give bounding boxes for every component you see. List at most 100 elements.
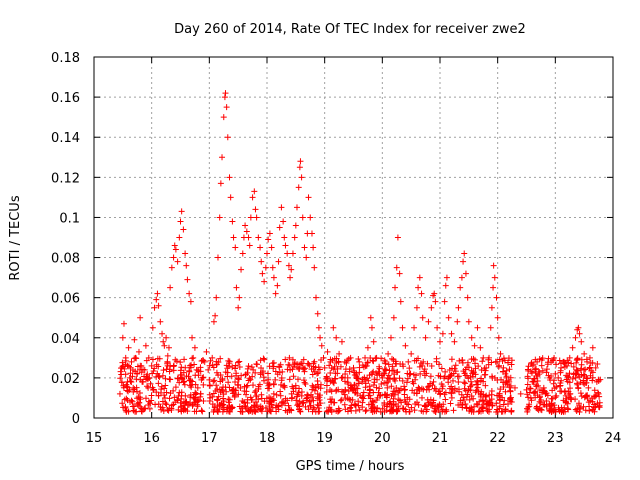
- data-point: [160, 367, 167, 374]
- data-point: [363, 362, 370, 369]
- data-point: [292, 222, 299, 229]
- data-point: [294, 391, 301, 398]
- data-point: [578, 356, 585, 363]
- x-tick-label: 23: [547, 431, 564, 446]
- data-point: [234, 382, 241, 389]
- data-point: [475, 363, 482, 370]
- data-point: [582, 407, 589, 414]
- data-point: [118, 364, 125, 371]
- data-point: [129, 366, 136, 373]
- data-point: [352, 407, 359, 414]
- data-point: [435, 388, 442, 395]
- data-point: [296, 385, 303, 392]
- data-point: [130, 407, 137, 414]
- data-point: [257, 244, 264, 251]
- data-point: [206, 382, 213, 389]
- data-point: [337, 363, 344, 370]
- data-point: [217, 180, 224, 187]
- data-point: [200, 397, 207, 404]
- data-point: [461, 385, 468, 392]
- data-point: [168, 402, 175, 409]
- data-point: [233, 284, 240, 291]
- plot-frame: [93, 56, 614, 419]
- data-point: [439, 408, 446, 415]
- data-point: [381, 366, 388, 373]
- data-point: [394, 234, 401, 241]
- data-point: [411, 407, 418, 414]
- data-point: [448, 389, 455, 396]
- data-point: [596, 404, 603, 411]
- data-point: [182, 399, 189, 406]
- data-point: [252, 369, 259, 376]
- data-point: [310, 360, 317, 367]
- data-point: [573, 370, 580, 377]
- data-point: [385, 361, 392, 368]
- data-point: [578, 338, 585, 345]
- data-point: [584, 375, 591, 382]
- data-point: [373, 354, 380, 361]
- data-point: [239, 408, 246, 415]
- data-point: [347, 354, 354, 361]
- data-point: [404, 375, 411, 382]
- data-point: [494, 408, 501, 415]
- axes: 15 16 17 18 19 20 21 22 23 24 0 0.02 0.04 0.06 0.08 0.1…: [51, 51, 621, 446]
- data-point: [487, 324, 494, 331]
- data-point: [155, 392, 162, 399]
- data-point: [181, 402, 188, 409]
- data-point: [217, 372, 224, 379]
- data-point: [276, 224, 283, 231]
- data-point: [501, 397, 508, 404]
- data-point: [447, 400, 454, 407]
- data-point: [394, 408, 401, 415]
- data-point: [460, 258, 467, 265]
- data-point: [368, 401, 375, 408]
- data-point: [235, 391, 242, 398]
- data-point: [317, 334, 324, 341]
- data-point: [146, 405, 153, 412]
- data-point: [539, 355, 546, 362]
- data-point: [546, 374, 553, 381]
- data-point: [390, 314, 397, 321]
- data-point: [524, 366, 531, 373]
- data-point: [247, 214, 254, 221]
- data-point: [116, 390, 123, 397]
- data-point: [338, 338, 345, 345]
- data-point: [136, 389, 143, 396]
- data-point: [586, 403, 593, 410]
- data-point: [270, 390, 277, 397]
- data-point: [255, 234, 262, 241]
- data-point: [562, 388, 569, 395]
- y-tick-label: 0.04: [51, 332, 80, 347]
- data-point: [285, 262, 292, 269]
- data-point: [309, 408, 316, 415]
- data-point: [281, 234, 288, 241]
- data-point: [264, 380, 271, 387]
- data-point: [238, 372, 245, 379]
- data-point: [505, 355, 512, 362]
- data-point: [298, 388, 305, 395]
- data-point: [458, 391, 465, 398]
- data-point: [245, 363, 252, 370]
- data-point: [151, 365, 158, 372]
- data-point: [172, 356, 179, 363]
- data-point: [145, 354, 152, 361]
- data-point: [473, 400, 480, 407]
- data-point: [381, 400, 388, 407]
- data-point: [206, 376, 213, 383]
- data-point: [144, 383, 151, 390]
- data-point: [469, 370, 476, 377]
- data-point: [447, 372, 454, 379]
- data-point: [272, 290, 279, 297]
- data-point: [261, 377, 268, 384]
- data-point: [244, 369, 251, 376]
- data-point: [191, 344, 198, 351]
- data-point: [181, 405, 188, 412]
- data-point: [230, 234, 237, 241]
- data-point: [129, 373, 136, 380]
- data-point: [261, 278, 268, 285]
- data-point: [566, 354, 573, 361]
- data-point: [250, 382, 257, 389]
- data-point: [419, 314, 426, 321]
- data-point: [474, 401, 481, 408]
- data-point: [370, 358, 377, 365]
